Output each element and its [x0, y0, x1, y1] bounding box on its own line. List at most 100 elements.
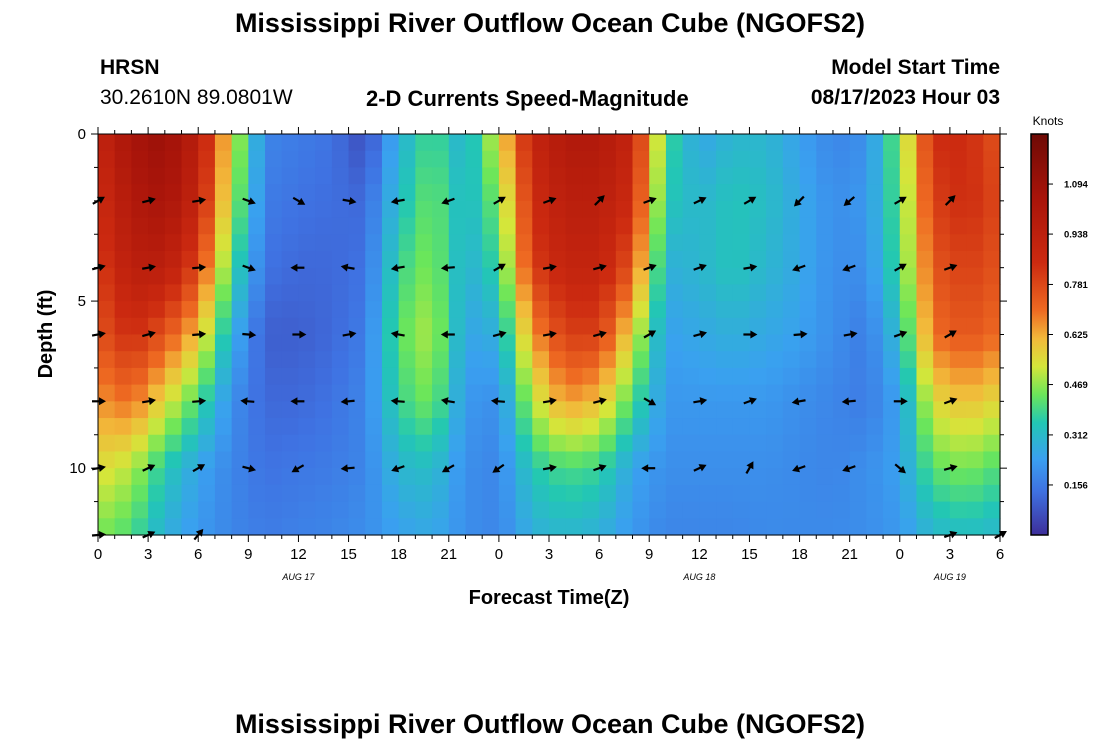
heatmap-cell	[582, 367, 600, 386]
heatmap-cell	[599, 384, 617, 402]
current-vector	[643, 263, 657, 272]
heatmap-cell	[181, 334, 199, 352]
heatmap-cell	[482, 317, 500, 336]
heatmap-cell	[248, 317, 266, 336]
heatmap-cell	[699, 334, 717, 352]
heatmap-cell	[181, 217, 199, 235]
heatmap-cell	[131, 384, 149, 402]
heatmap-cell	[816, 334, 834, 352]
heatmap-cell	[766, 351, 784, 369]
heatmap-cell	[432, 301, 450, 319]
heatmap-cell	[498, 401, 517, 419]
heatmap-cell	[599, 351, 617, 369]
heatmap-cell	[649, 334, 667, 352]
plot-subtitle: 2-D Currents Speed-Magnitude	[366, 86, 689, 111]
heatmap-cell	[966, 434, 984, 453]
heatmap-cell	[315, 250, 333, 269]
heatmap-cell	[866, 317, 884, 336]
heatmap-cell	[849, 451, 867, 469]
vector-head	[290, 397, 298, 406]
heatmap-cell	[398, 451, 416, 469]
heatmap-cell	[482, 301, 500, 319]
heatmap-cell	[665, 418, 684, 436]
heatmap-cell	[899, 217, 918, 235]
heatmap-cell	[131, 468, 149, 486]
heatmap-cell	[181, 468, 199, 486]
heatmap-cell	[181, 284, 199, 302]
heatmap-cell	[632, 434, 650, 453]
heatmap-cell	[682, 267, 700, 285]
heatmap-cell	[699, 484, 717, 503]
current-vector	[943, 464, 958, 472]
heatmap-cell	[265, 317, 283, 336]
heatmap-cell	[582, 301, 600, 319]
heatmap-cell	[916, 401, 934, 419]
heatmap-cell	[281, 401, 300, 419]
heatmap-cell	[832, 518, 851, 536]
heatmap-cell	[883, 484, 901, 503]
heatmap-cell	[148, 134, 166, 152]
heatmap-cell	[432, 484, 450, 503]
heatmap-cell	[315, 434, 333, 453]
heatmap-cell	[632, 501, 650, 519]
heatmap-cell	[632, 418, 650, 436]
heatmap-cell	[916, 200, 934, 219]
heatmap-cell	[432, 217, 450, 235]
heatmap-cell	[899, 317, 918, 336]
heatmap-cell	[348, 134, 366, 152]
heatmap-cell	[799, 284, 817, 302]
heatmap-cell	[933, 234, 951, 252]
heatmap-cell	[331, 418, 350, 436]
heatmap-cell	[599, 150, 617, 169]
heatmap-cell	[482, 501, 500, 519]
vector-head	[390, 197, 399, 205]
heatmap-cell	[131, 434, 149, 453]
heatmap-cell	[966, 334, 984, 352]
heatmap-cell	[198, 384, 216, 402]
heatmap-cell	[415, 451, 433, 469]
heatmap-cell	[866, 434, 884, 453]
heatmap-cell	[415, 418, 433, 436]
heatmap-cell	[98, 250, 116, 269]
heatmap-cell	[632, 484, 650, 503]
heatmap-cell	[832, 351, 851, 369]
heatmap-cell	[682, 501, 700, 519]
heatmap-cell	[265, 434, 283, 453]
heatmap-cell	[248, 418, 266, 436]
heatmap-cell	[983, 234, 1001, 252]
vector-head	[698, 464, 707, 472]
heatmap-cell	[933, 150, 951, 169]
vector-head	[549, 464, 557, 472]
vector-head	[899, 330, 908, 338]
heatmap-cell	[432, 434, 450, 453]
heatmap-cell	[816, 518, 834, 536]
heatmap-cell	[682, 317, 700, 336]
current-vector	[390, 263, 405, 272]
heatmap-cell	[549, 351, 567, 369]
heatmap-cell	[966, 484, 984, 503]
heatmap-cell	[816, 217, 834, 235]
heatmap-cell	[214, 434, 233, 453]
heatmap-cell	[398, 250, 416, 269]
y-tick-label: 10	[69, 460, 86, 477]
heatmap-cell	[949, 418, 968, 436]
heatmap-cell	[131, 418, 149, 436]
current-vector	[693, 464, 707, 472]
current-vector	[142, 263, 156, 272]
heatmap-cell	[131, 351, 149, 369]
colorbar: Knots 0.156 0.312 0.469 0.625 0.781 0.938 1.09…	[1030, 114, 1088, 536]
heatmap-cell	[816, 317, 834, 336]
heatmap-cell	[732, 167, 751, 185]
heatmap-cell	[448, 301, 467, 319]
heatmap-cell	[281, 134, 300, 152]
current-vector	[791, 397, 806, 406]
heatmap-cell	[415, 134, 433, 152]
heatmap-cell	[565, 367, 583, 386]
vector-head	[390, 330, 399, 339]
heatmap-cell	[164, 367, 183, 386]
heatmap-cell	[365, 518, 383, 536]
heatmap-cell	[949, 451, 968, 469]
heatmap-cell	[799, 351, 817, 369]
heatmap-cell	[465, 434, 483, 453]
heatmap-cell	[465, 518, 483, 536]
